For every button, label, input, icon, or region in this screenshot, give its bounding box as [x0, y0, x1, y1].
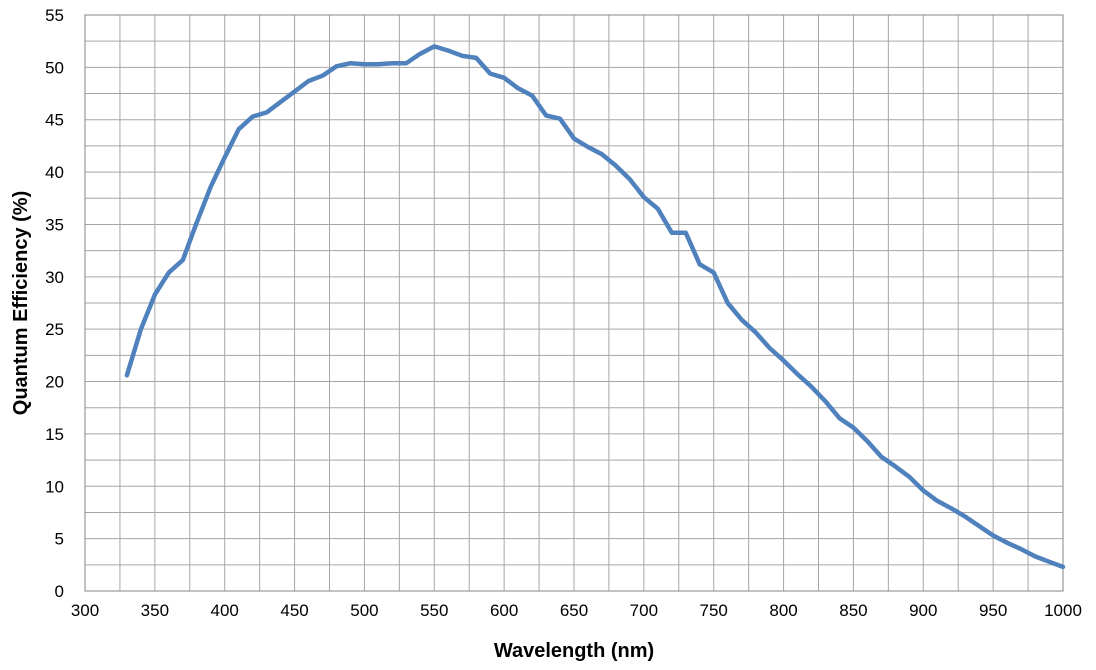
series-layer [124, 44, 1066, 570]
qe-series-line [124, 44, 1066, 570]
y-tick-label: 45 [45, 111, 64, 130]
x-tick-labels: 300 350 400 450 500 550 600 650 700 750 800 850 900 9… [71, 601, 1082, 620]
y-tick-label: 0 [55, 582, 64, 601]
y-tick-label: 30 [45, 268, 64, 287]
y-tick-label: 15 [45, 425, 64, 444]
x-tick-label: 900 [909, 601, 937, 620]
y-tick-labels: 0 5 10 15 20 25 30 35 40 45 50 55 [45, 6, 64, 601]
x-tick-label: 500 [350, 601, 378, 620]
y-tick-label: 55 [45, 6, 64, 25]
x-tick-label: 750 [700, 601, 728, 620]
x-tick-label: 400 [211, 601, 239, 620]
x-tick-label: 550 [420, 601, 448, 620]
y-tick-label: 10 [45, 477, 64, 496]
y-tick-label: 40 [45, 163, 64, 182]
y-tick-label: 35 [45, 215, 64, 234]
x-tick-label: 800 [769, 601, 797, 620]
y-tick-label: 25 [45, 320, 64, 339]
x-tick-label: 350 [141, 601, 169, 620]
plot-area-frame [84, 14, 1064, 592]
x-tick-label: 450 [280, 601, 308, 620]
x-tick-label: 600 [490, 601, 518, 620]
y-tick-label: 50 [45, 58, 64, 77]
x-tick-label: 1000 [1044, 601, 1082, 620]
x-tick-label: 950 [979, 601, 1007, 620]
y-axis-title: Quantum Efficiency (%) [10, 191, 32, 415]
x-tick-label: 650 [560, 601, 588, 620]
grid [84, 14, 1064, 592]
x-tick-label: 850 [839, 601, 867, 620]
x-tick-label: 700 [630, 601, 658, 620]
x-tick-label: 300 [71, 601, 99, 620]
x-axis-title: Wavelength (nm) [494, 640, 654, 662]
y-tick-label: 5 [55, 530, 64, 549]
y-tick-label: 20 [45, 373, 64, 392]
